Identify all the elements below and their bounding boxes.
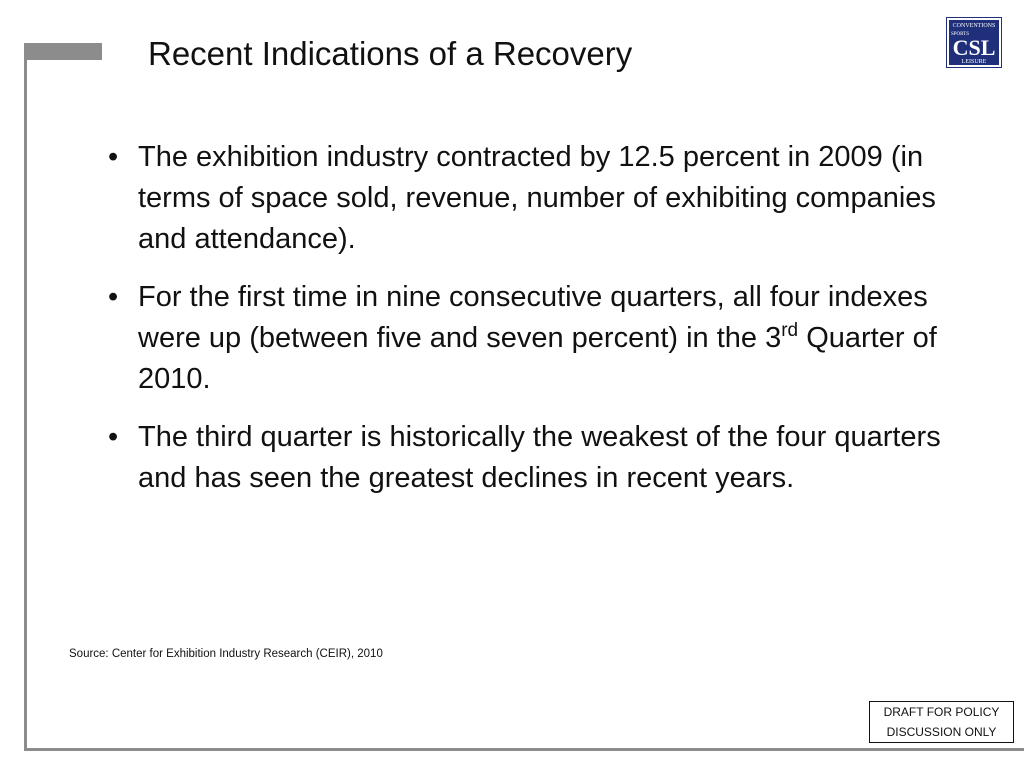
bullet-item-third-quarter: • The third quarter is historically the … — [106, 417, 946, 499]
draft-notice-line2: DISCUSSION ONLY — [886, 725, 997, 739]
left-vertical-rule — [24, 43, 27, 750]
logo-bottom-text: LEISURE — [962, 59, 987, 65]
bullet-text: The third quarter is historically the we… — [138, 421, 941, 494]
bullet-marker: • — [108, 281, 119, 313]
logo-monogram: CSL — [953, 35, 996, 60]
bullet-marker: • — [108, 421, 119, 453]
source-citation: Source: Center for Exhibition Industry R… — [69, 648, 383, 660]
csl-logo: CONVENTIONS SPORTS CSL LEISURE — [946, 17, 1002, 68]
draft-notice-line1: DRAFT FOR POLICY — [883, 705, 1000, 719]
bottom-horizontal-rule — [24, 748, 1024, 751]
bullet-text-after: Quarter of 2010. — [138, 322, 937, 395]
bullet-marker: • — [108, 141, 119, 173]
bullet-list: • The exhibition industry contracted by … — [106, 137, 946, 516]
bullet-text-before: For the first time in nine consecutive q… — [138, 281, 928, 354]
bullet-item-contraction: • The exhibition industry contracted by … — [106, 137, 946, 260]
logo-top-text: CONVENTIONS — [953, 23, 996, 29]
logo-middle-text: SPORTS — [951, 32, 969, 37]
ordinal-superscript: rd — [781, 320, 799, 341]
title-accent-bar — [24, 43, 102, 60]
bullet-text: The exhibition industry contracted by 12… — [138, 141, 936, 255]
slide-title: Recent Indications of a Recovery — [148, 35, 633, 72]
bullet-item-indexes-up: For the first time in nine consecutive q… — [106, 277, 946, 400]
draft-notice-box: DRAFT FOR POLICY DISCUSSION ONLY — [869, 701, 1014, 743]
